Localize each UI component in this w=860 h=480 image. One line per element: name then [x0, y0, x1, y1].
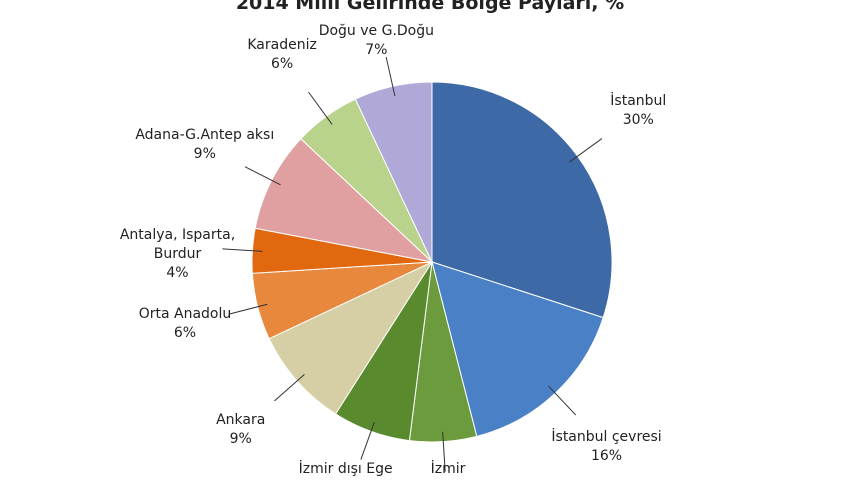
category-label: Doğu ve G.Doğu [318, 23, 435, 39]
value-label: 16% [590, 447, 623, 464]
leader-line [385, 56, 396, 97]
leader-line [274, 374, 305, 402]
chart-title: 2014 Milli Gelirinde Bölge Payları, % [235, 0, 625, 14]
leader-line [442, 431, 446, 472]
category-label: Karadeniz [247, 36, 317, 53]
leader-line [360, 421, 375, 460]
value-label: 30% [622, 112, 654, 129]
category-label: İstanbul çevresi [551, 428, 662, 445]
category-label: İzmir [430, 461, 466, 477]
leader-line [222, 248, 263, 252]
leader-line [308, 91, 333, 125]
category-label: Adana-G.Antep aksı [135, 127, 275, 144]
leader-line [228, 303, 268, 315]
leader-line [569, 138, 603, 163]
value-label: 7% [365, 42, 388, 58]
value-label: 4% [166, 264, 189, 281]
value-label: 6% [271, 55, 294, 72]
category-label: Ankara [216, 411, 266, 428]
category-label: Antalya, Isparta, Burdur [119, 226, 236, 262]
category-label: İstanbul [610, 93, 667, 110]
value-label: 6% [173, 325, 197, 342]
category-label: İzmir dışı Ege [298, 461, 393, 477]
leader-line [244, 166, 281, 186]
leader-line [548, 385, 577, 416]
value-label: 9% [229, 430, 252, 447]
category-label: Orta Anadolu [138, 306, 232, 323]
value-label: 9% [193, 146, 216, 163]
